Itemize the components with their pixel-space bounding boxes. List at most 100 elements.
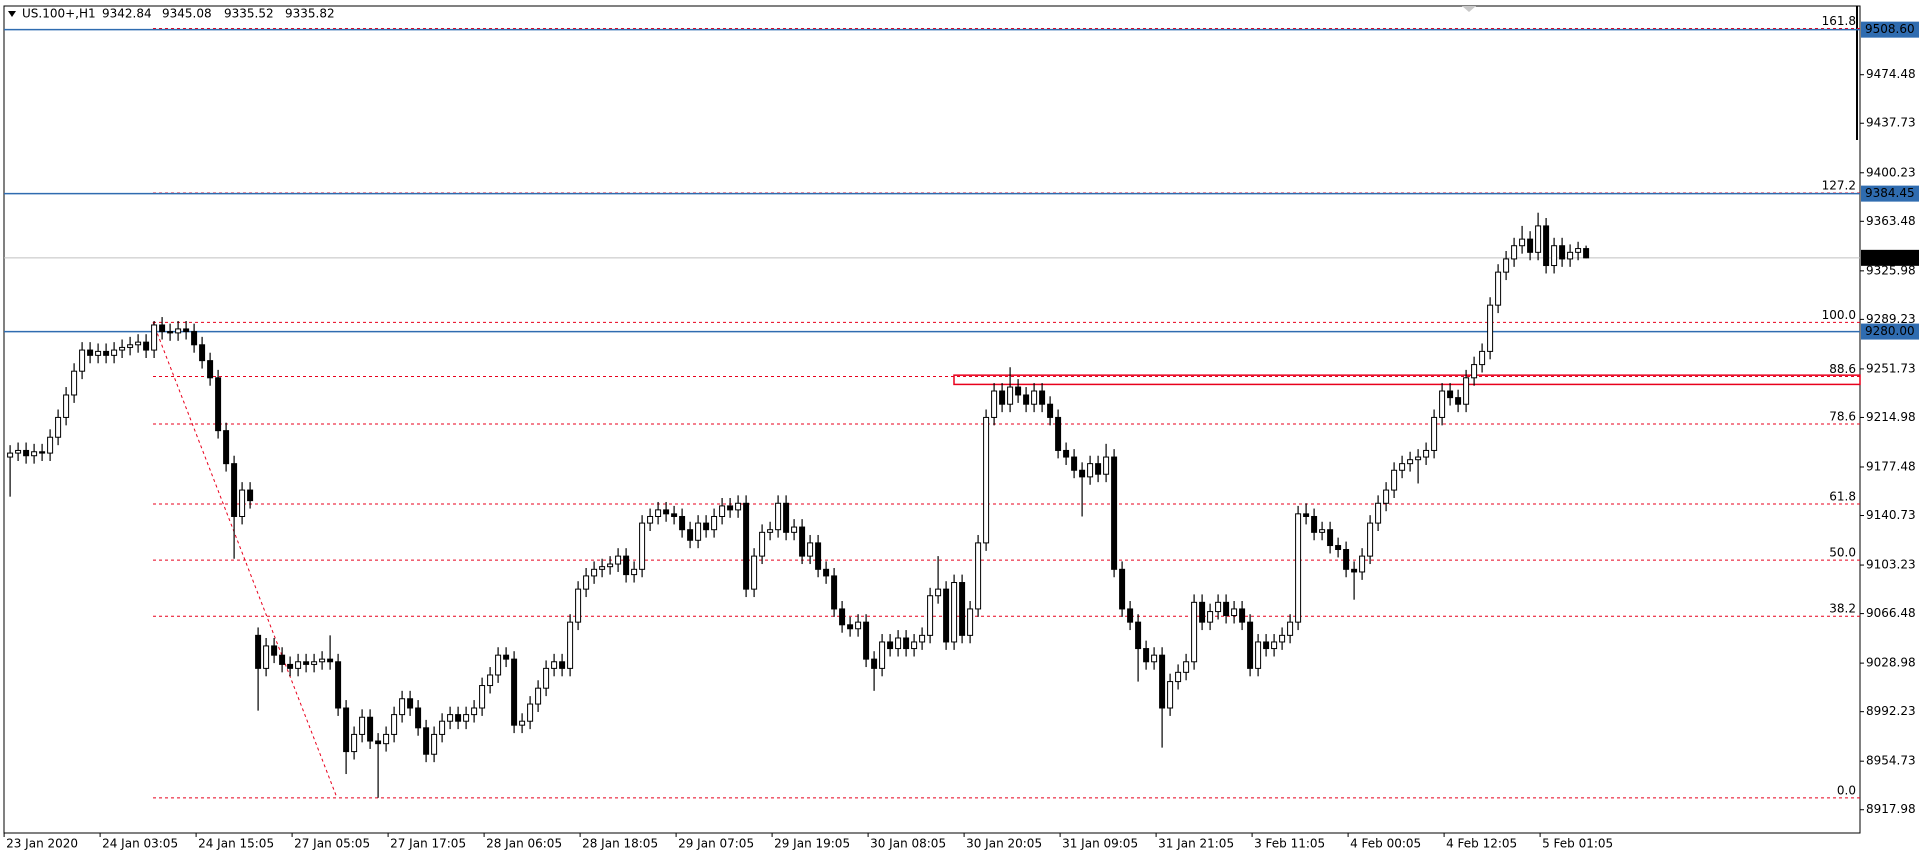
candle-body bbox=[1159, 654, 1166, 709]
candle-body bbox=[1095, 463, 1102, 475]
candle-body bbox=[951, 582, 958, 643]
candle-body bbox=[143, 341, 150, 351]
candle-body bbox=[199, 344, 206, 362]
fib-label: 127.2 bbox=[1822, 179, 1856, 193]
candle-body bbox=[543, 667, 550, 689]
candle-body bbox=[1103, 456, 1110, 475]
candle-body bbox=[287, 663, 294, 669]
candle-body bbox=[15, 449, 22, 454]
candle-body bbox=[359, 716, 366, 735]
candle-body bbox=[335, 661, 342, 709]
y-tick-label: 9214.98 bbox=[1866, 410, 1916, 424]
candle-body bbox=[703, 522, 710, 531]
candle-body bbox=[911, 641, 918, 650]
candle-body bbox=[631, 568, 638, 576]
candle-body bbox=[263, 645, 270, 669]
x-tick-label: 31 Jan 21:05 bbox=[1158, 837, 1234, 851]
candle-body bbox=[327, 658, 334, 663]
candle-body bbox=[407, 698, 414, 709]
candle-body bbox=[1583, 248, 1590, 259]
price-label: 9280.00 bbox=[1865, 324, 1915, 338]
candle-body bbox=[895, 637, 902, 650]
candle-body bbox=[1335, 545, 1342, 551]
candle-body bbox=[167, 331, 174, 334]
candle-body bbox=[1215, 601, 1222, 613]
candle-body bbox=[463, 714, 470, 722]
candle-body bbox=[655, 509, 662, 517]
candle-body bbox=[815, 542, 822, 570]
candle-body bbox=[1127, 608, 1134, 623]
candle-body bbox=[23, 449, 30, 457]
y-tick-label: 9400.23 bbox=[1866, 165, 1916, 179]
x-tick-label: 5 Feb 01:05 bbox=[1542, 837, 1613, 851]
candle-body bbox=[375, 740, 382, 745]
candle-body bbox=[1015, 386, 1022, 396]
candle-body bbox=[1319, 529, 1326, 533]
candle-body bbox=[935, 588, 942, 597]
candle-body bbox=[431, 733, 438, 755]
candle-body bbox=[999, 390, 1006, 405]
candle-body bbox=[63, 394, 70, 418]
y-tick-label: 9437.73 bbox=[1866, 116, 1916, 130]
candle-body bbox=[7, 452, 14, 458]
candle-body bbox=[623, 555, 630, 576]
bid-label-box bbox=[1861, 249, 1919, 266]
candle-body bbox=[1495, 271, 1502, 306]
candle-body bbox=[711, 515, 718, 531]
candle-body bbox=[479, 685, 486, 709]
candle-body bbox=[1519, 238, 1526, 247]
fib-label: 61.8 bbox=[1829, 489, 1856, 503]
candle-body bbox=[1367, 522, 1374, 557]
candle-body bbox=[1231, 608, 1238, 617]
fib-label: 161.8 bbox=[1822, 14, 1856, 28]
candle-body bbox=[1351, 568, 1358, 573]
candle-body bbox=[607, 563, 614, 568]
candle-body bbox=[575, 588, 582, 623]
candle-body bbox=[959, 582, 966, 636]
candle-body bbox=[191, 331, 198, 346]
fib-label: 38.2 bbox=[1829, 602, 1856, 616]
candle-body bbox=[943, 588, 950, 643]
candle-body bbox=[519, 720, 526, 726]
plot-frame bbox=[3, 5, 1861, 834]
candle-body bbox=[103, 350, 110, 356]
candle-body bbox=[679, 515, 686, 531]
candle-body bbox=[991, 390, 998, 418]
fib-label: 0.0 bbox=[1837, 783, 1856, 797]
candle-body bbox=[967, 608, 974, 636]
price-label-box bbox=[1861, 21, 1919, 38]
candle-body bbox=[735, 502, 742, 511]
candle-body bbox=[135, 341, 142, 346]
y-tick-label: 9177.48 bbox=[1866, 459, 1916, 473]
candle-body bbox=[807, 542, 814, 557]
candle-body bbox=[1407, 459, 1414, 465]
candle-body bbox=[1151, 654, 1158, 663]
price-label-box bbox=[1861, 323, 1919, 340]
shift-marker bbox=[1462, 6, 1476, 12]
menu-arrow bbox=[8, 11, 16, 17]
y-tick-label: 9289.23 bbox=[1866, 312, 1916, 326]
candle-body bbox=[1311, 515, 1318, 533]
candle-body bbox=[647, 515, 654, 524]
candle-body bbox=[1391, 469, 1398, 491]
price-label: 9508.60 bbox=[1865, 22, 1915, 36]
candle-body bbox=[879, 641, 886, 669]
y-tick-label: 8917.98 bbox=[1866, 802, 1916, 816]
y-tick-label: 9363.48 bbox=[1866, 214, 1916, 228]
candle-body bbox=[791, 526, 798, 533]
candle-body bbox=[1279, 634, 1286, 643]
candle-body bbox=[1455, 397, 1462, 405]
candle-body bbox=[1063, 449, 1070, 458]
candle-body bbox=[183, 328, 190, 333]
x-tick-label: 27 Jan 05:05 bbox=[294, 837, 370, 851]
candle-body bbox=[311, 661, 318, 665]
fib-label: 78.6 bbox=[1829, 410, 1856, 424]
candle-body bbox=[1295, 513, 1302, 623]
candle-body bbox=[559, 661, 566, 669]
price-label-box bbox=[1861, 185, 1919, 202]
candle-body bbox=[759, 531, 766, 557]
candle-body bbox=[663, 509, 670, 515]
candle-body bbox=[343, 707, 350, 753]
candle-body bbox=[1087, 463, 1094, 478]
candle-body bbox=[415, 707, 422, 729]
